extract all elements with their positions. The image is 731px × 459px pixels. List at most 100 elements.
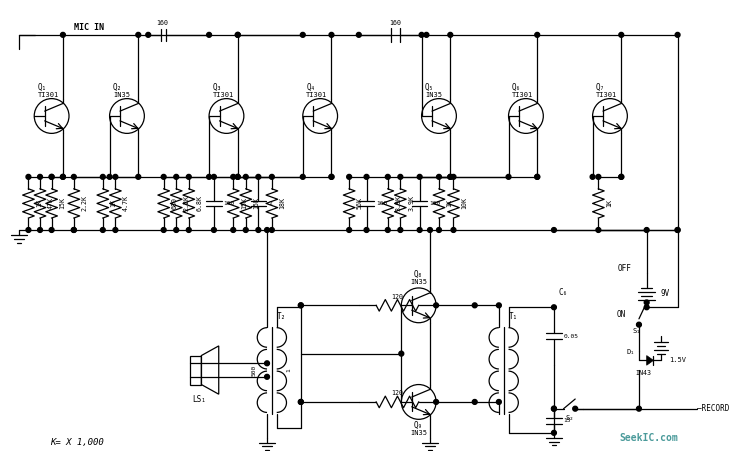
Circle shape [110, 99, 144, 134]
Text: Q₈: Q₈ [414, 270, 423, 279]
Circle shape [270, 174, 274, 179]
Text: 2.2K: 2.2K [184, 196, 190, 212]
Circle shape [398, 228, 403, 232]
Text: Q₉: Q₉ [414, 420, 423, 430]
Text: 15K: 15K [254, 197, 260, 209]
Circle shape [72, 174, 76, 179]
Text: 1K: 1K [36, 199, 42, 207]
Circle shape [61, 174, 65, 179]
Text: 6.8K: 6.8K [197, 196, 202, 212]
Circle shape [496, 399, 501, 404]
Circle shape [535, 33, 539, 37]
Circle shape [436, 174, 442, 179]
Circle shape [385, 174, 390, 179]
Circle shape [596, 174, 601, 179]
Text: TI301: TI301 [596, 92, 617, 98]
Text: 160: 160 [376, 201, 387, 206]
Circle shape [256, 174, 261, 179]
Circle shape [329, 174, 334, 179]
Circle shape [298, 303, 303, 308]
Circle shape [37, 174, 42, 179]
Circle shape [145, 33, 151, 37]
Text: S₂: S₂ [565, 415, 574, 421]
Text: IN35: IN35 [410, 279, 427, 285]
Circle shape [231, 174, 235, 179]
Circle shape [329, 33, 334, 37]
Circle shape [637, 406, 641, 411]
Text: 9V: 9V [660, 289, 670, 298]
Text: LS₁: LS₁ [192, 395, 206, 403]
Circle shape [535, 174, 539, 179]
Circle shape [298, 399, 303, 404]
Circle shape [385, 228, 390, 232]
Circle shape [398, 174, 403, 179]
Circle shape [26, 174, 31, 179]
Circle shape [107, 174, 112, 179]
Circle shape [235, 33, 240, 37]
Circle shape [61, 33, 65, 37]
Text: T₂: T₂ [277, 313, 286, 321]
Circle shape [619, 174, 624, 179]
Circle shape [417, 174, 422, 179]
Text: 47K: 47K [48, 197, 54, 209]
Circle shape [573, 406, 577, 411]
Circle shape [162, 228, 166, 232]
Circle shape [207, 33, 211, 37]
Text: 1.5V: 1.5V [669, 358, 686, 364]
Circle shape [49, 228, 54, 232]
Text: 1: 1 [287, 368, 292, 372]
Circle shape [298, 303, 303, 308]
Circle shape [209, 99, 244, 134]
Circle shape [472, 399, 477, 404]
Circle shape [136, 33, 140, 37]
Circle shape [364, 174, 369, 179]
Circle shape [303, 99, 338, 134]
Circle shape [329, 174, 334, 179]
Bar [190, 356, 201, 385]
Circle shape [37, 228, 42, 232]
Circle shape [448, 174, 452, 179]
Text: TI301: TI301 [38, 92, 59, 98]
Text: S₁: S₁ [633, 328, 641, 335]
Text: Q₁: Q₁ [38, 83, 47, 91]
Circle shape [72, 228, 76, 232]
Circle shape [472, 303, 477, 308]
Text: SeekIC.com: SeekIC.com [619, 433, 678, 442]
Text: 3.9K: 3.9K [408, 196, 414, 212]
Circle shape [235, 174, 240, 179]
Circle shape [61, 174, 65, 179]
Text: C₆: C₆ [558, 288, 568, 297]
Text: Q₂: Q₂ [113, 83, 122, 91]
Circle shape [136, 174, 140, 179]
Text: TI301: TI301 [512, 92, 534, 98]
Text: 160: 160 [390, 20, 401, 26]
Circle shape [436, 228, 442, 232]
Text: Q₄: Q₄ [306, 83, 316, 91]
Circle shape [211, 174, 216, 179]
Text: IN35: IN35 [425, 92, 442, 98]
Text: TI301: TI301 [306, 92, 327, 98]
Circle shape [243, 174, 249, 179]
Circle shape [243, 228, 249, 232]
Circle shape [174, 174, 178, 179]
Text: 0.05: 0.05 [564, 334, 579, 339]
Text: 160: 160 [156, 20, 169, 26]
Circle shape [675, 228, 680, 232]
Text: IN35: IN35 [410, 430, 427, 436]
Circle shape [401, 288, 436, 323]
Circle shape [300, 174, 306, 179]
Circle shape [346, 228, 352, 232]
Circle shape [422, 99, 456, 134]
Text: 2: 2 [268, 201, 272, 206]
Circle shape [265, 375, 270, 379]
Text: Q₅: Q₅ [425, 83, 434, 91]
Circle shape [590, 174, 595, 179]
Text: ON: ON [616, 310, 626, 319]
Circle shape [433, 399, 439, 404]
Text: 160: 160 [224, 201, 235, 206]
Circle shape [34, 99, 69, 134]
Circle shape [256, 228, 261, 232]
Circle shape [364, 228, 369, 232]
Text: 15: 15 [564, 418, 571, 423]
Circle shape [448, 33, 452, 37]
